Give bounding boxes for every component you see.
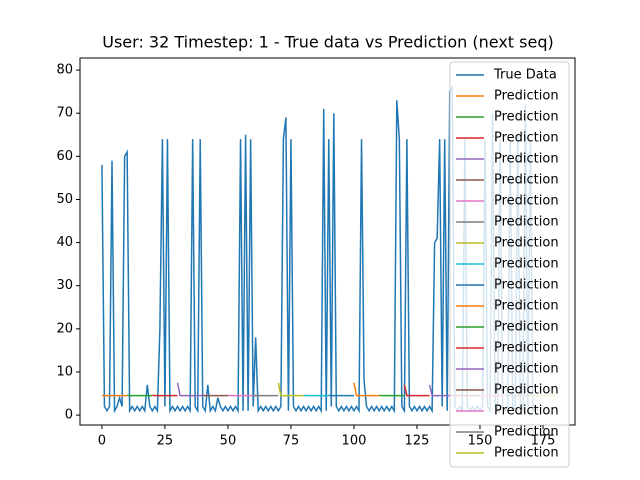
legend-label: Prediction	[494, 110, 559, 125]
legend-label: Prediction	[494, 383, 559, 398]
x-tick-label: 0	[98, 434, 106, 449]
x-tick-label: 175	[531, 434, 556, 449]
x-tick-label: 150	[468, 434, 493, 449]
series-line	[277, 382, 304, 397]
legend-label: Prediction	[494, 446, 559, 461]
legend-label: Prediction	[494, 236, 559, 251]
chart-title: User: 32 Timestep: 1 - True data vs Pred…	[102, 33, 553, 52]
y-tick-label: 60	[56, 149, 73, 164]
legend-label: Prediction	[494, 278, 559, 293]
y-tick-label: 50	[56, 192, 73, 207]
y-tick-label: 20	[56, 321, 73, 336]
x-tick-label: 100	[342, 434, 367, 449]
x-tick-label: 125	[405, 434, 430, 449]
series-line	[176, 382, 203, 397]
axes-frame	[79, 57, 576, 426]
x-tick-label: 50	[220, 434, 237, 449]
legend-frame	[449, 61, 570, 468]
legend-label: Prediction	[494, 194, 559, 209]
legend-label: Prediction	[494, 215, 559, 230]
legend-label: Prediction	[494, 173, 559, 188]
legend-label: True Data	[493, 68, 557, 83]
y-tick-label: 70	[56, 106, 73, 121]
legend: True Data Prediction Prediction Prediction P…	[449, 61, 570, 468]
x-tick-label: 75	[283, 434, 300, 449]
legend-label: Prediction	[494, 320, 559, 335]
y-tick-label: 40	[56, 235, 73, 250]
x-tick-label: 25	[157, 434, 174, 449]
legend-label: Prediction	[494, 257, 559, 272]
legend-label: Prediction	[494, 89, 559, 104]
legend-label: Prediction	[494, 341, 559, 356]
y-tick-label: 0	[65, 408, 73, 423]
y-tick-label: 10	[56, 364, 73, 379]
y-tick-label: 30	[56, 278, 73, 293]
series-line	[403, 384, 430, 397]
legend-label: Prediction	[494, 299, 559, 314]
legend-label: Prediction	[494, 425, 559, 440]
y-tick-label: 80	[56, 63, 73, 78]
legend-label: Prediction	[494, 404, 559, 419]
series-line	[353, 382, 380, 397]
legend-label: Prediction	[494, 362, 559, 377]
legend-label: Prediction	[494, 152, 559, 167]
legend-label: Prediction	[494, 131, 559, 146]
